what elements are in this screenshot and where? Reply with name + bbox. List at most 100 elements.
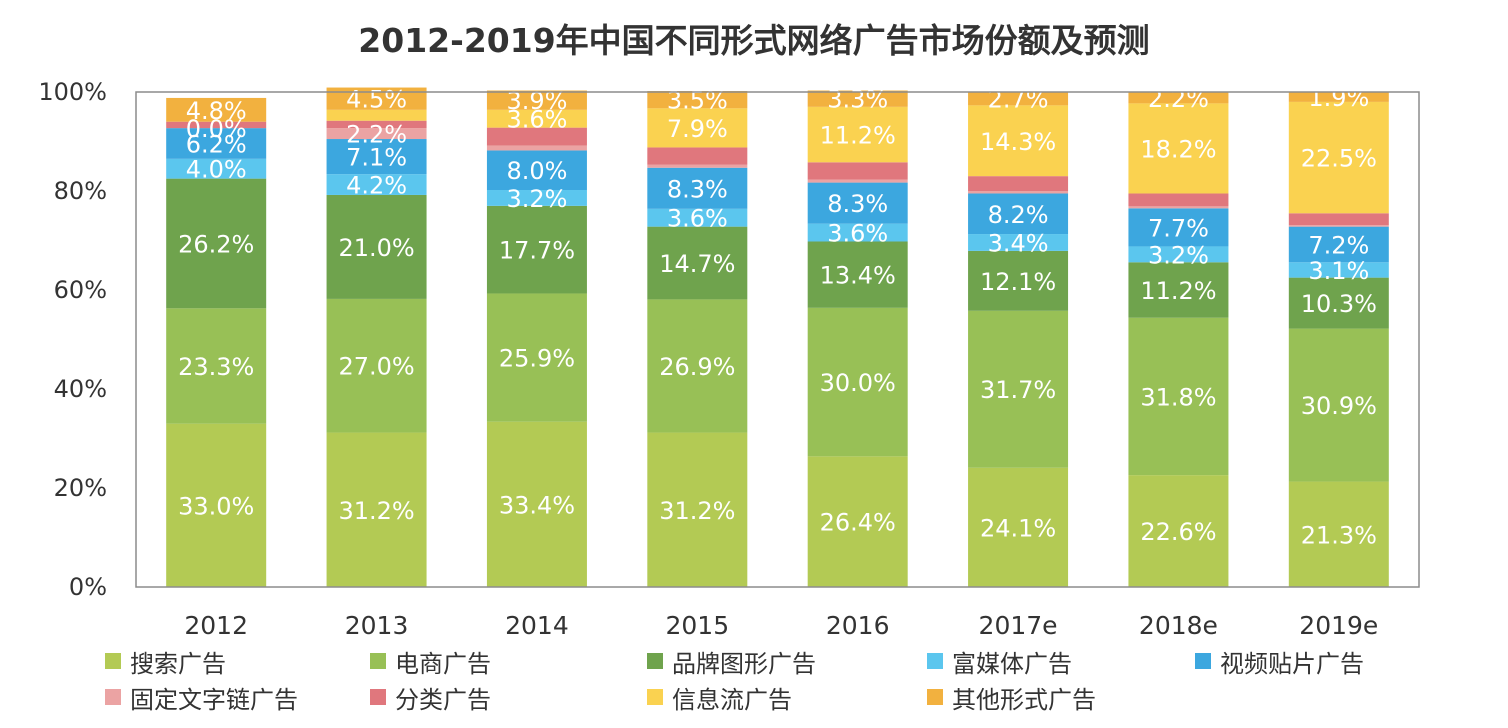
x-tick-label: 2017e xyxy=(979,611,1058,640)
data-label: 3.3% xyxy=(827,86,888,114)
bar-segment xyxy=(807,162,908,180)
bar-segment xyxy=(647,208,748,227)
data-label: 26.2% xyxy=(178,230,254,258)
data-label: 4.2% xyxy=(346,172,407,200)
bar-segment xyxy=(647,164,748,168)
x-tick-label: 2016 xyxy=(826,611,890,640)
bar-segment xyxy=(166,128,267,159)
data-label: 27.0% xyxy=(338,353,414,381)
bar-segment xyxy=(1128,92,1229,104)
y-tick-label: 60% xyxy=(54,276,107,304)
bar-segment xyxy=(1128,475,1229,587)
bar-segment xyxy=(968,234,1069,251)
bar-segment xyxy=(647,108,748,148)
bar-segment xyxy=(968,467,1069,587)
data-label: 3.2% xyxy=(1148,241,1209,269)
legend-label: 搜索广告 xyxy=(130,649,226,678)
data-label: 4.8% xyxy=(186,97,247,125)
legend-item: 品牌图形广告 xyxy=(647,646,816,678)
bar-segment xyxy=(968,310,1069,468)
bar-segment xyxy=(807,179,908,183)
legend-label: 视频贴片广告 xyxy=(1220,649,1364,678)
legend-label: 电商广告 xyxy=(395,649,491,678)
data-label: 7.1% xyxy=(346,144,407,172)
x-tick-label: 2013 xyxy=(345,611,409,640)
legend-swatch xyxy=(370,689,386,705)
data-label: 30.9% xyxy=(1301,392,1377,420)
data-label: 3.6% xyxy=(506,106,567,134)
data-label: 23.3% xyxy=(178,353,254,381)
bar-segment xyxy=(326,139,427,175)
data-label: 31.2% xyxy=(338,497,414,525)
bar-segment xyxy=(647,167,748,209)
data-label: 6.2% xyxy=(186,130,247,158)
data-label: 7.7% xyxy=(1148,214,1209,242)
data-label: 22.6% xyxy=(1140,518,1216,546)
data-label: 2.2% xyxy=(346,121,407,149)
bar-segment xyxy=(486,90,587,110)
data-label: 33.4% xyxy=(499,491,575,519)
bar-segment xyxy=(647,91,748,109)
bar-segment xyxy=(166,158,267,179)
data-label: 21.3% xyxy=(1301,521,1377,549)
data-label: 2.2% xyxy=(1148,85,1209,113)
data-label: 2.7% xyxy=(988,86,1049,114)
bar-segment xyxy=(326,87,427,110)
bar-segment xyxy=(807,182,908,224)
bar-segment xyxy=(326,432,427,587)
data-label: 22.5% xyxy=(1301,145,1377,173)
bar-segment xyxy=(1128,208,1229,247)
legend-swatch xyxy=(647,653,663,669)
legend-item: 富媒体广告 xyxy=(927,646,1072,678)
data-label: 8.3% xyxy=(667,175,728,203)
bar-segment xyxy=(1288,92,1389,102)
bar-segment xyxy=(166,308,267,424)
bar-segment xyxy=(1128,246,1229,263)
data-label: 8.2% xyxy=(988,201,1049,229)
legend-label: 其他形式广告 xyxy=(952,685,1096,714)
bar-segment xyxy=(968,176,1069,191)
data-label: 4.0% xyxy=(186,156,247,184)
data-label: 26.4% xyxy=(820,509,896,537)
data-label: 13.4% xyxy=(820,262,896,290)
data-label: 1.9% xyxy=(1308,84,1369,112)
data-label: 3.4% xyxy=(988,229,1049,257)
bar-segment xyxy=(486,150,587,191)
data-label: 21.0% xyxy=(338,234,414,262)
bar-segment xyxy=(1288,226,1389,263)
data-label: 31.7% xyxy=(980,376,1056,404)
data-label: 11.2% xyxy=(820,122,896,150)
bar-segment xyxy=(1288,481,1389,587)
y-tick-label: 80% xyxy=(54,177,107,205)
data-label: 31.2% xyxy=(659,497,735,525)
bar-segment xyxy=(1128,103,1229,194)
data-label: 4.5% xyxy=(346,86,407,114)
x-tick-label: 2014 xyxy=(505,611,569,640)
bar-segment xyxy=(1288,262,1389,278)
stacked-bar-chart: 0% 20% 40% 60% 80% 100% 33.0% 23.3% 26.2% 4.0%6.2… xyxy=(38,78,1420,640)
bar-segment xyxy=(166,97,267,122)
data-label: 7.9% xyxy=(667,115,728,143)
data-label: 31.8% xyxy=(1140,383,1216,411)
bar-segment xyxy=(807,106,908,163)
y-tick-label: 0% xyxy=(69,573,107,601)
legend-swatch xyxy=(647,689,663,705)
bar-segment xyxy=(326,120,427,129)
bar-segment xyxy=(1288,225,1389,227)
legend-swatch xyxy=(105,689,121,705)
legend-swatch xyxy=(370,653,386,669)
legend-item: 其他形式广告 xyxy=(927,682,1096,714)
data-label: 12.1% xyxy=(980,268,1056,296)
data-label: 3.5% xyxy=(667,87,728,115)
bar-segment xyxy=(326,298,427,433)
legend-label: 分类广告 xyxy=(395,685,491,714)
legend-item: 搜索广告 xyxy=(105,646,226,678)
data-label: 8.3% xyxy=(827,190,888,218)
bar-segment xyxy=(968,250,1069,311)
bar-segment xyxy=(1288,277,1389,329)
bar-segment xyxy=(807,90,908,107)
bar-segment xyxy=(807,223,908,242)
bar-segment xyxy=(968,191,1069,194)
x-tick-label: 2012 xyxy=(184,611,248,640)
bar-segment xyxy=(326,194,427,299)
